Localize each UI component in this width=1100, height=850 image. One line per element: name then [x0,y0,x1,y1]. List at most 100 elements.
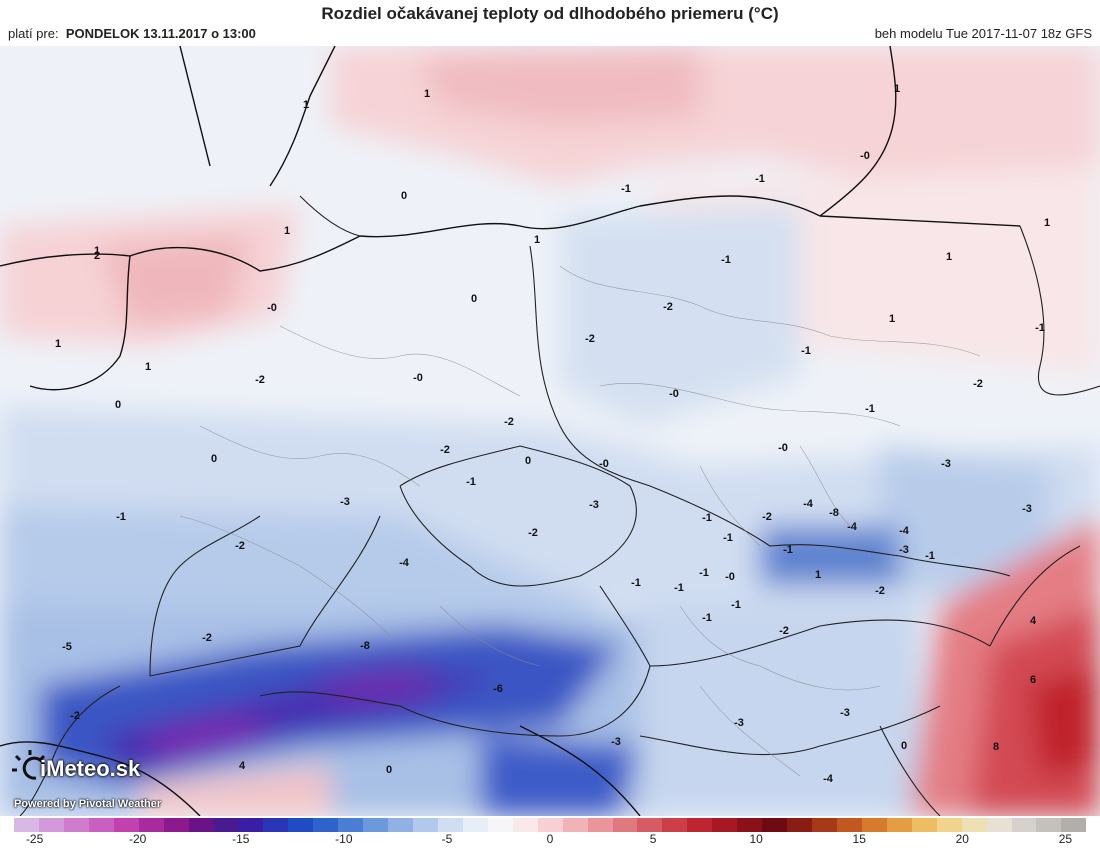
colorbar-swatch [562,818,588,832]
contour-label: -1 [674,582,684,594]
contour-label: -1 [721,254,731,266]
colorbar-tick-label: -15 [232,832,250,846]
contour-label: 1 [894,83,900,95]
contour-label: -2 [663,301,673,313]
logo-text: iMeteo.sk [40,756,141,781]
contour-label: -4 [399,557,410,569]
contour-label: 0 [401,190,407,202]
temperature-anomaly-map: 1 2 -0 1 1 1 0 -2 -0 0 0 1 1 -1 1 -1 -0 1 1 1 -1 -2 1 -1 -2 -1 -2-… [0,46,1100,816]
colorbar-swatch [911,818,937,832]
contour-label: 1 [1044,217,1050,229]
colorbar-swatch [886,818,912,832]
colorbar-swatch [687,818,713,832]
contour-label: 1 [284,225,290,237]
colorbar-ticks: -25 -20 -15 -10 -5 0 5 10 15 20 25 [0,832,1100,850]
contour-label: -2 [585,333,595,345]
contour-label: 1 [534,234,540,246]
colorbar-swatch [812,818,837,832]
colorbar-tick-label: 20 [955,832,969,846]
contour-label: -1 [801,345,811,357]
colorbar-swatch [587,818,613,832]
colorbar-tick-label: 15 [852,832,866,846]
contour-label: -4 [899,525,910,537]
colorbar-swatch [163,818,189,832]
contour-label: -1 [783,544,793,556]
contour-label: -1 [723,532,733,544]
colorbar-swatch [263,818,289,832]
contour-label: -2 [504,416,514,428]
colorbar-swatch [38,818,64,832]
contour-label: 0 [386,764,392,776]
contour-label: -0 [413,372,423,384]
contour-label: 0 [211,453,217,465]
colorbar-swatch [88,818,114,832]
contour-label: -8 [829,507,839,519]
colorbar-swatch [238,818,264,832]
contour-label: -0 [599,458,609,470]
contour-label: 0 [901,740,907,752]
contour-label: -1 [116,511,126,523]
valid-date: PONDELOK 13.11.2017 o 13:00 [65,26,256,41]
colorbar-tick-label: 25 [1058,832,1073,846]
contour-label: -1 [699,567,709,579]
colorbar-swatch [313,818,339,832]
colorbar-swatch [861,818,887,832]
contour-label: 0 [115,399,121,411]
colorbar-swatch [138,818,164,832]
sun-logo-icon [12,750,46,780]
colorbar-swatch [462,818,488,832]
header: Rozdiel očakávanej teploty od dlhodobého… [0,0,1100,46]
valid-prefix: platí pre: [8,26,59,41]
contour-label: -0 [860,150,870,162]
colorbar-swatch [1061,818,1087,832]
contour-label: -4 [823,773,834,785]
colorbar-swatch [712,818,738,832]
contour-label: -3 [941,458,951,470]
country-borders [19,195,1100,816]
contour-label: -0 [267,302,277,314]
contour-label: -5 [62,641,72,653]
colorbar-swatch [512,818,538,832]
contour-label: -3 [840,707,850,719]
contour-label: -3 [1022,503,1032,515]
contour-label: 2 [94,250,100,262]
colorbar-tick-label: -25 [25,832,44,846]
colorbar-swatch [14,818,39,832]
colorbar-swatch [113,818,139,832]
contour-label: -0 [669,388,679,400]
contour-label: 1 [946,251,952,263]
contour-label: -2 [235,540,245,552]
contour-label: -2 [528,527,538,539]
admin-boundaries [179,265,981,777]
imeteo-logo[interactable]: iMeteo.sk Powered by Pivotal Weather [10,742,200,814]
colorbar-tick-label: 0 [546,832,554,846]
colorbar-swatch [737,818,763,832]
contour-label: -1 [755,173,765,185]
contour-label: -1 [621,183,631,195]
contour-label: 1 [303,99,309,111]
contour-label: -2 [875,585,885,597]
contour-label: -2 [762,511,772,523]
contour-label: -0 [725,571,735,583]
contour-label: -3 [340,496,350,508]
contour-label: -3 [734,717,744,729]
colorbar-swatch [338,818,364,832]
colorbar-swatch [612,818,638,832]
contour-label: -2 [973,378,983,390]
contour-label: -3 [589,499,599,511]
contour-label: -2 [255,374,265,386]
contour-label: -0 [778,442,788,454]
colorbar-swatch [762,818,788,832]
colorbar [14,818,1087,832]
contour-label: -1 [466,476,476,488]
contour-label: -6 [493,683,503,695]
colorbar-swatch [213,818,239,832]
colorbar-tick-label: 5 [649,832,657,846]
colorbar-swatch [1036,818,1062,832]
contour-label: -1 [865,403,875,415]
contour-label: -3 [611,736,621,748]
contour-label: 1 [424,88,430,100]
valid-time: platí pre: PONDELOK 13.11.2017 o 13:00 [8,26,256,41]
contour-label: 1 [94,245,100,257]
